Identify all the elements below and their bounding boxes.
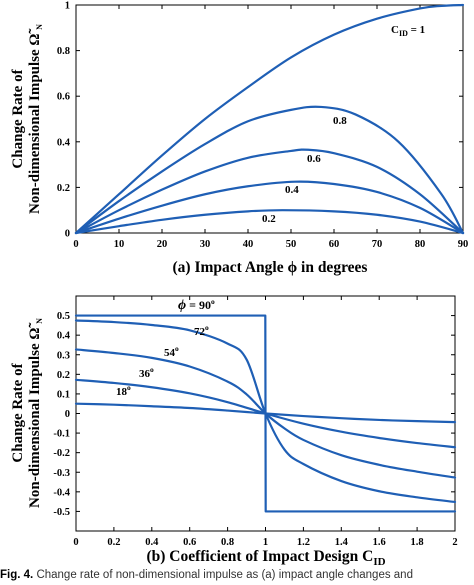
panel-b-x-tick-label: 0.4 [145, 537, 159, 548]
panel-a-series [74, 3, 465, 235]
panel-b-y-tick-label: 0.5 [57, 311, 70, 322]
panel-a-series-line-0 [74, 3, 465, 235]
panel-b-ticks: 0 0.2 0.4 0.6 0.8 1 1.2 1.4 1.6 1.8 2 0.5 0.4 0.3 0.2 0… [53, 296, 458, 548]
panel-b-y-tick-label: -0.1 [53, 429, 70, 440]
panel-b-ylabel-line1: Change Rate of [10, 362, 26, 462]
panel-b-x-tick-label: 0 [73, 537, 78, 548]
panel-b-x-axis-title: (b) Coefficient of Impact Design CID [146, 548, 385, 568]
panel-a-ylabel-symbol: Ω̃ [27, 29, 43, 46]
panel-a-x-tick-label: 60 [329, 239, 340, 250]
caption-label: Fig. 4. [0, 569, 34, 581]
panel-a-y-tick-label: 0 [65, 229, 70, 240]
panel-a-x-tick-label: 10 [114, 239, 125, 250]
panel-b-y-tick-label: -0.3 [53, 468, 70, 479]
panel-a-series-line-2 [74, 148, 465, 235]
label-phi-36: 36o [139, 365, 154, 380]
panel-b-chart: 0 0.2 0.4 0.6 0.8 1 1.2 1.4 1.6 1.8 2 0.5 0.4 0.3 0.2 0… [10, 295, 458, 568]
label-phi-72: 72o [194, 323, 209, 338]
panel-a-x-tick-label: 0 [73, 239, 78, 250]
panel-b-x-tick-label: 1.6 [373, 537, 386, 548]
panel-b-x-tick-label: 0.2 [107, 537, 120, 548]
panel-b-x-tick-label: 0.8 [221, 537, 234, 548]
panel-b-x-tick-label: 0.6 [183, 537, 196, 548]
panel-b-y-tick-label: 0.3 [57, 350, 70, 361]
svg-text:Change Rate of: Change Rate of [10, 362, 26, 462]
label-phi-18: 18o [116, 383, 131, 398]
panel-a-ylabel-line1: Change Rate of [10, 68, 26, 168]
panel-b-x-tick-label: 1.8 [411, 537, 424, 548]
panel-b-series [74, 314, 457, 513]
panel-a-chart: 0 10 20 30 40 50 60 70 80 90 0 0.2 0.4 0.6 0.8 1 CID = … [10, 1, 468, 277]
panel-b-x-tick-label: 1 [263, 537, 268, 548]
panel-b-ylabel-symbol: Ω̃ [27, 323, 43, 340]
label-cid-1: 1 [420, 24, 426, 36]
panel-a-series-line-1 [74, 105, 465, 235]
caption-text: Change rate of non-dimensional impulse a… [36, 569, 413, 581]
panel-b-curve-labels: ϕ = 90o 72o 54o 36o 18o [116, 297, 215, 398]
panel-a-y-tick-label: 0.8 [57, 46, 70, 57]
panel-b-ylabel-sub: N [35, 318, 44, 324]
panel-b-y-tick-label: 0.2 [57, 370, 70, 381]
label-cid-0.8: 0.8 [333, 115, 347, 127]
panel-a-ylabel-sub: N [35, 24, 44, 30]
panel-a-curve-labels: CID = 1 0.8 0.6 0.4 0.2 [262, 24, 425, 225]
panel-a-y-tick-label: 1 [65, 1, 70, 12]
panel-b-ylabel-line2: Non-dimensional Impulse [27, 343, 43, 508]
panel-b-y-tick-label: -0.5 [53, 507, 70, 518]
panel-b-x-tick-label: 1.2 [297, 537, 310, 548]
panel-a-x-axis-title: (a) Impact Angle ϕ in degrees [173, 259, 368, 276]
panel-b-x-tick-label: 2 [452, 537, 457, 548]
label-phi-90: ϕ = 90o [178, 297, 215, 313]
panel-a-y-tick-label: 0.4 [57, 137, 71, 148]
panel-a-x-tick-label: 30 [200, 239, 211, 250]
panel-b-y-tick-label: 0.4 [57, 331, 71, 342]
panel-a-x-tick-label: 50 [286, 239, 297, 250]
panel-b-y-tick-label: 0 [65, 409, 70, 420]
label-cid-0.4: 0.4 [285, 184, 299, 196]
figure-caption: Fig. 4. Change rate of non-dimensional i… [0, 569, 474, 585]
panel-a-y-tick-label: 0.2 [57, 183, 70, 194]
panel-a-series-line-3 [74, 180, 465, 235]
svg-text:Non-dimensional Impulse: Non-dimensional Impulse Ω̃ N [27, 318, 44, 508]
panel-b-y-axis-title: Change Rate of Non-dimensional Impulse Ω… [10, 318, 44, 508]
panel-a-x-tick-label: 40 [243, 239, 254, 250]
panel-a-ticks: 0 10 20 30 40 50 60 70 80 90 0 0.2 0.4 0.6 0.8 1 [57, 1, 468, 251]
label-cid-0.2: 0.2 [262, 213, 276, 225]
panel-b-x-tick-label: 1.4 [335, 537, 349, 548]
panel-a-plot-frame [75, 4, 464, 234]
label-cid-0.6: 0.6 [307, 153, 321, 165]
panel-b-y-tick-label: 0.1 [57, 389, 70, 400]
svg-text:Non-dimensional Impulse: Non-dimensional Impulse Ω̃ N [27, 24, 44, 214]
panel-a-ylabel-line2: Non-dimensional Impulse [27, 49, 43, 214]
panel-a-y-axis-title: Change Rate of Non-dimensional Impulse Ω… [10, 24, 44, 214]
label-cid-prefix: CID = 1 [391, 24, 425, 38]
panel-a-x-tick-label: 20 [157, 239, 168, 250]
panel-b-series-line-4 [74, 402, 457, 424]
panel-a-x-tick-label: 70 [372, 239, 383, 250]
panel-a-x-tick-label: 90 [458, 239, 469, 250]
svg-text:Change Rate of: Change Rate of [10, 68, 26, 168]
panel-b-y-tick-label: -0.2 [53, 448, 70, 459]
label-phi-54: 54o [164, 344, 179, 359]
panel-a-x-tick-label: 80 [415, 239, 426, 250]
panel-a-y-tick-label: 0.6 [57, 92, 70, 103]
panel-b-y-tick-label: -0.4 [53, 487, 70, 498]
panel-a-series-line-4 [74, 209, 465, 235]
